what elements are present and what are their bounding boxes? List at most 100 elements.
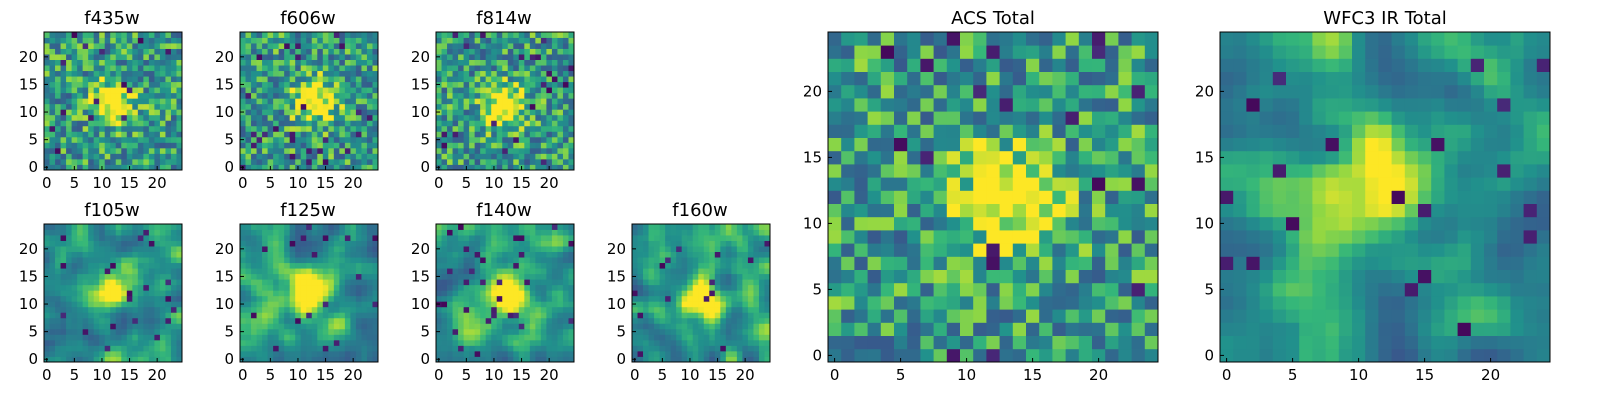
heatmap-cell: [1105, 282, 1119, 297]
heatmap-cell: [714, 279, 721, 286]
heatmap-cell: [474, 224, 481, 230]
heatmap-cell: [524, 268, 531, 275]
heatmap-cell: [557, 240, 564, 247]
heatmap-cell: [262, 356, 268, 363]
heatmap-cell: [753, 235, 760, 241]
heatmap-cell: [49, 339, 56, 346]
heatmap-cell: [44, 70, 50, 77]
heatmap-cell: [245, 120, 252, 127]
heatmap-cell: [725, 345, 732, 352]
heatmap-cell: [507, 290, 514, 297]
heatmap-cell: [361, 334, 368, 341]
heatmap-cell: [355, 290, 362, 297]
heatmap-cell: [176, 257, 183, 264]
heatmap-cell: [736, 306, 743, 313]
heatmap-cell: [137, 147, 144, 154]
heatmap-cell: [529, 142, 536, 149]
heatmap-cell: [758, 356, 765, 363]
heatmap-cell: [159, 339, 166, 346]
heatmap-cell: [474, 164, 481, 171]
heatmap-cell: [344, 70, 351, 77]
heatmap-cell: [458, 334, 464, 341]
heatmap-cell: [513, 81, 520, 88]
heatmap-cell: [251, 76, 257, 83]
heatmap-cell: [753, 334, 760, 341]
heatmap-cell: [176, 240, 183, 247]
heatmap-cell: [469, 158, 476, 165]
heatmap-cell: [295, 345, 302, 352]
heatmap-cell: [77, 48, 84, 55]
heatmap-cell: [355, 295, 362, 302]
heatmap-cell: [452, 279, 459, 286]
heatmap-cell: [126, 235, 133, 241]
heatmap-cell: [907, 177, 921, 191]
heatmap-cell: [758, 323, 765, 330]
heatmap-cell: [110, 136, 117, 143]
heatmap-cell: [256, 350, 263, 357]
heatmap-cell: [502, 114, 509, 121]
heatmap-cell: [77, 114, 84, 121]
heatmap-cell: [441, 81, 448, 88]
heatmap-cell: [366, 103, 373, 110]
heatmap-cell: [77, 153, 84, 160]
heatmap-cell: [1144, 309, 1159, 323]
heatmap-cell: [441, 246, 448, 252]
heatmap-cell: [568, 317, 575, 324]
heatmap-cell: [104, 136, 111, 143]
heatmap-cell: [170, 224, 177, 230]
heatmap-cell: [1052, 282, 1066, 297]
heatmap-cell: [1092, 348, 1106, 363]
heatmap-cell: [1144, 269, 1159, 284]
heatmap-cell: [637, 235, 644, 241]
heatmap-cell: [703, 301, 710, 308]
heatmap-cell: [49, 356, 56, 363]
heatmap-cell: [491, 103, 498, 110]
heatmap-cell: [104, 114, 111, 121]
heatmap-cell: [121, 295, 128, 302]
heatmap-cell: [148, 131, 155, 138]
heatmap-cell: [828, 230, 842, 244]
heatmap-cell: [267, 92, 274, 99]
heatmap-cell: [880, 335, 895, 350]
heatmap-cell: [637, 224, 644, 230]
heatmap-cell: [654, 312, 660, 319]
heatmap-cell: [513, 251, 520, 258]
heatmap-cell: [317, 284, 324, 291]
heatmap-cell: [557, 37, 564, 44]
heatmap-cell: [546, 120, 553, 127]
heatmap-cell: [1131, 190, 1146, 204]
heatmap-cell: [300, 312, 307, 319]
heatmap-cell: [273, 98, 280, 105]
heatmap-cell: [82, 131, 89, 138]
heatmap-cell: [540, 103, 547, 110]
heatmap-cell: [458, 103, 464, 110]
heatmap-cell: [1026, 137, 1040, 152]
heatmap-cell: [262, 54, 268, 60]
heatmap-cell: [469, 164, 476, 171]
heatmap-cell: [502, 125, 509, 132]
heatmap-cell: [502, 240, 509, 247]
heatmap-cell: [99, 87, 106, 94]
heatmap-cell: [93, 114, 100, 121]
heatmap-cell: [93, 43, 100, 49]
heatmap-cell: [485, 37, 492, 44]
heatmap-cell: [828, 190, 842, 204]
heatmap-cell: [698, 323, 705, 330]
heatmap-cell: [1105, 296, 1119, 310]
heatmap-cell: [295, 87, 302, 94]
heatmap-cell: [295, 339, 302, 346]
heatmap-cell: [474, 48, 481, 55]
heatmap-cell: [245, 224, 252, 230]
heatmap-cell: [562, 32, 569, 38]
heatmap-cell: [999, 164, 1014, 178]
heatmap-cell: [681, 323, 688, 330]
heatmap-cell: [126, 136, 133, 143]
heatmap-cell: [692, 345, 699, 352]
heatmap-cell: [82, 279, 89, 286]
heatmap-cell: [344, 284, 351, 291]
heatmap-cell: [447, 290, 453, 297]
heatmap-cell: [322, 158, 329, 165]
heatmap-cell: [568, 345, 575, 352]
heatmap-cell: [562, 284, 569, 291]
heatmap-cell: [306, 240, 313, 247]
